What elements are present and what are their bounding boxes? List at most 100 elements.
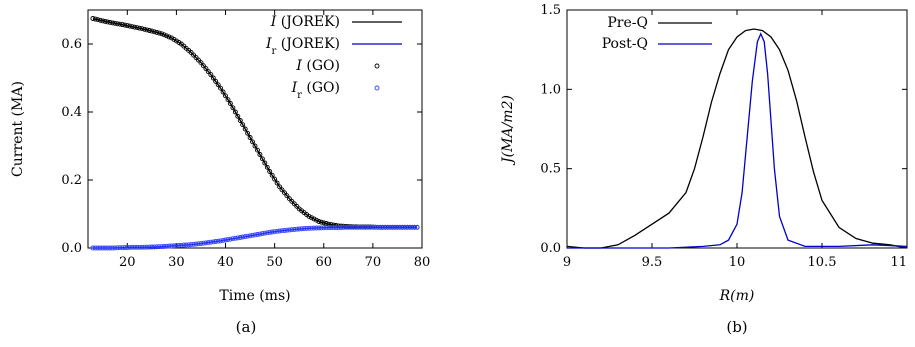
data-point [119, 22, 125, 28]
data-point [196, 57, 201, 63]
y-tick-label: 0.6 [61, 37, 82, 52]
data-point [309, 225, 314, 231]
data-point [105, 245, 111, 251]
data-point [372, 224, 378, 230]
data-point [235, 235, 241, 241]
data-point [289, 227, 295, 233]
data-point [134, 244, 140, 250]
data-point [365, 224, 371, 230]
data-point [255, 232, 260, 237]
data-point [164, 243, 170, 249]
data-point [139, 26, 145, 32]
data-point [178, 242, 184, 248]
data-point [232, 235, 238, 241]
data-point [318, 219, 324, 225]
data-point [245, 233, 251, 239]
data-point [198, 241, 204, 247]
y-tick-label: 0.0 [61, 241, 82, 256]
data-point [399, 224, 405, 230]
data-point [409, 224, 415, 230]
legend-label-sub: r [297, 90, 302, 101]
data-point [191, 241, 197, 247]
x-tick-label: 11 [890, 255, 907, 270]
data-point [144, 244, 150, 250]
data-point [97, 17, 103, 23]
y-tick-label: 0.2 [61, 173, 82, 188]
y-tick-label: 1.0 [540, 82, 561, 97]
data-point [264, 164, 270, 170]
data-point [338, 225, 344, 230]
data-point [277, 184, 283, 190]
data-point [286, 196, 292, 202]
data-point [279, 187, 285, 193]
data-point [132, 24, 138, 30]
y-tick-label: 0.4 [61, 105, 82, 120]
data-point [333, 225, 339, 231]
data-point [193, 241, 199, 247]
data-point [259, 231, 265, 237]
x-tick-label: 30 [168, 255, 185, 270]
data-point [282, 228, 287, 233]
data-point [291, 201, 297, 207]
data-point [385, 224, 391, 230]
x-tick-label: 10.5 [808, 255, 837, 270]
data-point [100, 245, 106, 251]
data-point [205, 240, 211, 246]
data-point [331, 222, 337, 228]
data-point [95, 17, 101, 23]
data-point [387, 224, 393, 230]
data-point [267, 169, 273, 174]
x-tick-label: 9 [563, 255, 571, 270]
panel-a-current-chart: 20 30 40 50 60 70 80 0.0 0.2 0.4 0.6 Time (ms) Curre… [10, 9, 431, 304]
data-point [321, 220, 327, 226]
data-point [355, 224, 361, 230]
series-line-post-q [567, 32, 908, 249]
data-point [188, 242, 194, 248]
data-point [117, 245, 123, 251]
data-point [223, 93, 228, 99]
data-point [176, 242, 182, 248]
x-tick-label: 50 [266, 255, 283, 270]
data-point [205, 69, 211, 75]
data-point [345, 224, 351, 230]
data-point [97, 245, 103, 251]
data-point [363, 224, 368, 230]
data-point [267, 229, 273, 235]
legend-label-main: I [295, 58, 302, 74]
caption-b: (b) [726, 318, 747, 336]
data-point [115, 21, 120, 27]
data-point [159, 244, 165, 250]
data-point [340, 224, 346, 230]
data-point [242, 234, 248, 240]
data-point [257, 231, 263, 237]
data-point [255, 147, 260, 153]
data-point [311, 216, 317, 222]
data-point [353, 224, 359, 230]
data-point [240, 234, 246, 240]
data-point [119, 245, 125, 251]
data-point [142, 244, 147, 250]
data-point [196, 241, 201, 247]
data-point [102, 245, 108, 251]
data-point [240, 122, 246, 128]
data-point [166, 243, 172, 249]
data-point [235, 113, 241, 119]
data-point [203, 240, 209, 246]
data-point [171, 36, 177, 42]
x-tick-label: 80 [414, 255, 431, 270]
data-point [102, 18, 108, 24]
data-point [122, 245, 128, 251]
data-point [264, 230, 270, 236]
data-point [149, 28, 155, 34]
legend-label-main: I [270, 14, 277, 30]
data-point [286, 227, 292, 233]
data-point [313, 217, 319, 223]
data-point [269, 172, 275, 178]
legend-label-main: I [291, 80, 298, 96]
data-point [306, 213, 312, 219]
series-line-ir-jorek [92, 226, 418, 249]
legend-label-rest: (JOREK) [276, 14, 340, 30]
data-point [245, 130, 251, 136]
x-tick-label: 10 [729, 255, 746, 270]
data-point [294, 226, 300, 232]
